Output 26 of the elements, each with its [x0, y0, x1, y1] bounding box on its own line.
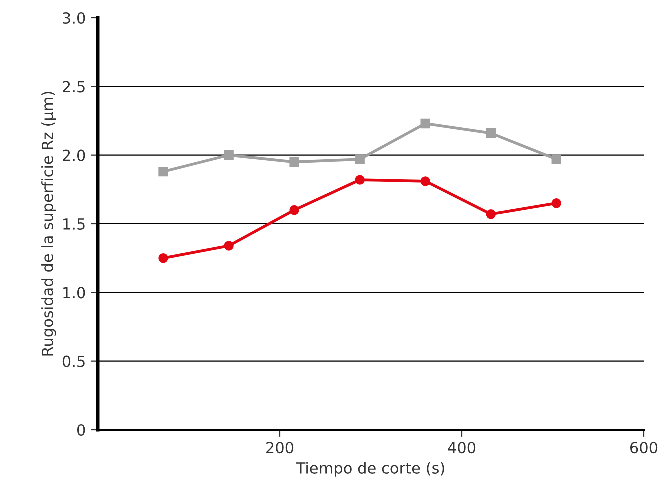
- y-tick-label: 1.5: [64, 218, 85, 230]
- point: [552, 198, 562, 208]
- y-tick-label: 2.0: [63, 150, 86, 162]
- x-axis-title: Tiempo de corte (s): [296, 462, 444, 477]
- x-tick-label: 400: [448, 442, 476, 454]
- point: [486, 210, 496, 220]
- point: [420, 176, 430, 186]
- y-tick-label: 0.5: [62, 356, 85, 368]
- x-tick-label: 200: [266, 442, 294, 454]
- x-tick-label: 600: [630, 442, 658, 454]
- point: [290, 205, 300, 216]
- point: [355, 154, 365, 164]
- point: [158, 253, 168, 264]
- point: [486, 128, 496, 138]
- point: [355, 175, 365, 185]
- y-tick-label: 3.0: [63, 12, 86, 24]
- y-tick-label: 2.5: [63, 81, 85, 93]
- y-axis-title: Rugosidad de la superficie Rz (µm): [42, 92, 56, 356]
- y-tick-label: 1.0: [64, 287, 86, 299]
- point: [224, 150, 234, 160]
- point: [158, 166, 168, 177]
- point: [552, 154, 562, 164]
- point: [224, 241, 234, 251]
- y-tick-label: 0: [77, 424, 86, 436]
- point: [290, 157, 300, 168]
- point: [420, 118, 430, 129]
